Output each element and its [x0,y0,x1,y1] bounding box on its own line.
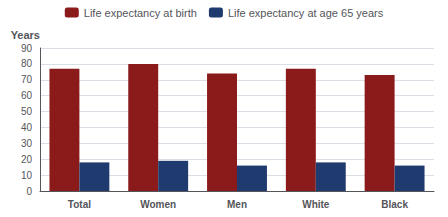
svg-text:10: 10 [21,170,33,181]
svg-text:Life expectancy at birth: Life expectancy at birth [84,7,197,19]
svg-text:Black: Black [381,199,408,210]
svg-text:20: 20 [21,154,33,165]
svg-text:White: White [302,199,330,210]
svg-text:30: 30 [21,138,33,149]
svg-text:40: 40 [21,122,33,133]
svg-text:0: 0 [26,186,32,197]
svg-text:Years: Years [11,29,40,41]
svg-text:80: 80 [21,58,33,69]
svg-text:50: 50 [21,106,33,117]
svg-text:70: 70 [21,74,33,85]
svg-text:90: 90 [21,43,33,54]
svg-text:Total: Total [68,199,91,210]
svg-text:Life expectancy at age 65 year: Life expectancy at age 65 years [228,7,384,19]
svg-text:60: 60 [21,90,33,101]
svg-text:Women: Women [140,199,176,210]
svg-text:Men: Men [227,199,247,210]
